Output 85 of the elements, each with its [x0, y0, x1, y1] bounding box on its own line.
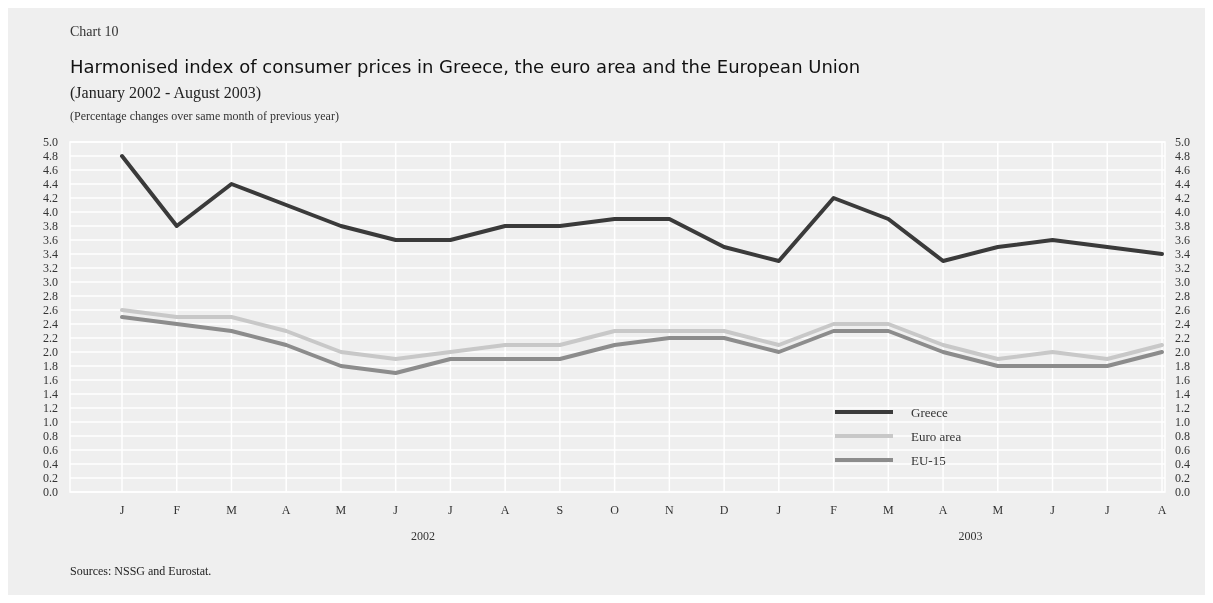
- y2-tick-label: 5.0: [1175, 135, 1190, 150]
- y-tick-label: 3.2: [43, 261, 58, 276]
- y-tick-label: 3.6: [43, 233, 58, 248]
- y-tick-label: 3.0: [43, 275, 58, 290]
- text: (Percentage changes over same month of previous year): [70, 109, 339, 123]
- x-tick-label: D: [719, 503, 729, 517]
- x-tick-label: A: [1157, 503, 1167, 517]
- text: 2002: [411, 529, 436, 543]
- y-tick-label: 2.8: [43, 289, 58, 304]
- y2-tick-label: 1.4: [1175, 387, 1190, 402]
- y-tick-label: 0.6: [43, 443, 58, 458]
- y2-tick-label: 2.8: [1175, 289, 1190, 304]
- y-tick-label: 4.0: [43, 205, 58, 220]
- x-tick-label: M: [882, 503, 894, 517]
- y2-tick-label: 3.4: [1175, 247, 1190, 262]
- y2-tick-label: 3.2: [1175, 261, 1190, 276]
- y2-tick-label: 1.0: [1175, 415, 1190, 430]
- x-tick-label: N: [665, 503, 675, 517]
- source-note: Sources: NSSG and Eurostat.: [70, 564, 212, 578]
- x-tick-label: A: [938, 503, 948, 517]
- text: 2003: [958, 529, 983, 543]
- chart-subtitle: (January 2002 - August 2003): [70, 84, 262, 102]
- y-tick-label: 2.2: [43, 331, 58, 346]
- x-tick-label: M: [226, 503, 238, 517]
- y2-tick-label: 1.8: [1175, 359, 1190, 374]
- y-tick-label: 1.4: [43, 387, 58, 402]
- x-tick-label: J: [448, 503, 454, 517]
- y-tick-label: 1.8: [43, 359, 58, 374]
- y-tick-label: 2.4: [43, 317, 58, 332]
- x-tick-label: O: [610, 503, 620, 517]
- y-tick-label: 4.8: [43, 149, 58, 164]
- y2-tick-label: 1.6: [1175, 373, 1190, 388]
- y-tick-label: 1.6: [43, 373, 58, 388]
- y-tick-label: 3.8: [43, 219, 58, 234]
- line-series: [120, 308, 1164, 361]
- caption: Chart 10: [70, 24, 119, 39]
- x-tick-label: M: [992, 503, 1004, 517]
- x-tick-label: J: [776, 503, 782, 517]
- y2-tick-label: 2.0: [1175, 345, 1190, 360]
- y2-tick-label: 2.2: [1175, 331, 1190, 346]
- y-tick-label: 0.8: [43, 429, 58, 444]
- y2-tick-label: 3.6: [1175, 233, 1190, 248]
- y2-tick-label: 2.4: [1175, 317, 1190, 332]
- chart-title: Harmonised index of consumer prices in Greece, the euro area and the European Union: [70, 56, 861, 77]
- y-tick-label: 3.4: [43, 247, 58, 262]
- x-tick-label: S: [556, 503, 564, 517]
- x-tick-label: F: [173, 503, 181, 517]
- y-tick-label: 1.0: [43, 415, 58, 430]
- y2-tick-label: 1.2: [1175, 401, 1190, 416]
- y-tick-label: 5.0: [43, 135, 58, 150]
- y2-tick-label: 0.4: [1175, 457, 1190, 472]
- x-tick-label: J: [119, 503, 125, 517]
- y2-tick-label: 2.6: [1175, 303, 1190, 318]
- y2-tick-label: 4.8: [1175, 149, 1190, 164]
- line-series: [120, 154, 1164, 263]
- legend-label: Greece: [911, 404, 949, 420]
- x-tick-label: A: [281, 503, 291, 517]
- y2-tick-label: 4.6: [1175, 163, 1190, 178]
- y2-tick-label: 0.8: [1175, 429, 1190, 444]
- line-series: [120, 315, 1164, 375]
- y2-tick-label: 3.0: [1175, 275, 1190, 290]
- x-tick-label: J: [393, 503, 399, 517]
- y2-tick-label: 4.2: [1175, 191, 1190, 206]
- y-tick-label: 4.4: [43, 177, 58, 192]
- y-tick-label: 0.0: [43, 485, 58, 500]
- y-tick-label: 4.6: [43, 163, 58, 178]
- x-tick-label: F: [830, 503, 838, 517]
- legend-label: Euro area: [911, 428, 962, 444]
- y2-tick-label: 4.0: [1175, 205, 1190, 220]
- y-tick-label: 0.2: [43, 471, 58, 486]
- y2-tick-label: 0.6: [1175, 443, 1190, 458]
- y-tick-label: 1.2: [43, 401, 58, 416]
- x-tick-label: J: [1050, 503, 1056, 517]
- y-tick-label: 4.2: [43, 191, 58, 206]
- y-tick-label: 2.6: [43, 303, 58, 318]
- x-tick-label: J: [1104, 503, 1110, 517]
- x-tick-label: A: [500, 503, 510, 517]
- y-tick-label: 2.0: [43, 345, 58, 360]
- x-tick-label: M: [335, 503, 347, 517]
- y2-tick-label: 4.4: [1175, 177, 1190, 192]
- y-tick-label: 0.4: [43, 457, 58, 472]
- legend-label: EU-15: [911, 452, 946, 468]
- y2-tick-label: 0.2: [1175, 471, 1190, 486]
- y2-tick-label: 3.8: [1175, 219, 1190, 234]
- y2-tick-label: 0.0: [1175, 485, 1190, 500]
